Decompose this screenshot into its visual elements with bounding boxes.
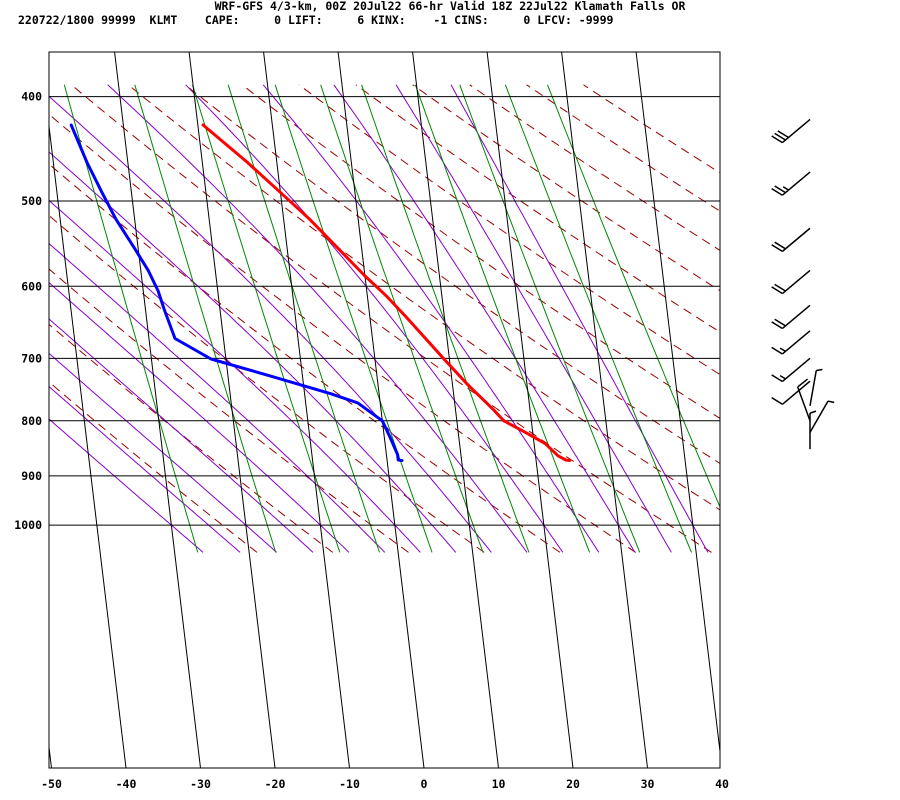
- y-tick-label: 800: [21, 414, 42, 428]
- chart-title: WRF-GFS 4/3-km, 00Z 20Jul22 66-hr Valid …: [214, 0, 686, 13]
- moist-adiabat-line: [395, 84, 672, 553]
- mixing-ratio-line: [192, 84, 341, 553]
- moist-adiabat-line: [49, 151, 457, 553]
- x-tick-label: 10: [492, 777, 506, 791]
- moist-adiabat-line: [49, 318, 314, 553]
- moist-adiabat-line: [185, 84, 564, 553]
- moist-adiabat-line: [49, 242, 386, 553]
- wind-barb: [771, 118, 811, 144]
- dry-adiabat-line: [241, 84, 720, 419]
- mixing-ratio-line: [459, 84, 641, 553]
- isotherm-line: [188, 52, 276, 768]
- y-tick-label: 400: [21, 90, 42, 104]
- dry-adiabat-line: [49, 214, 485, 553]
- wind-barb: [809, 410, 817, 450]
- mixing-ratio-line: [227, 84, 380, 553]
- y-tick-label: 600: [21, 279, 42, 293]
- x-tick-label: -10: [339, 777, 360, 791]
- mixing-ratio-line: [320, 84, 484, 553]
- dry-adiabat-line: [469, 84, 720, 251]
- dry-adiabat-line: [526, 84, 720, 212]
- dry-adiabat-line: [298, 84, 720, 376]
- wind-barbs: [771, 118, 835, 450]
- mixing-ratio-line: [361, 84, 530, 553]
- sounding-lines: [69, 123, 572, 462]
- moist-adiabat-line: [49, 418, 204, 553]
- dry-adiabat-line: [184, 84, 720, 464]
- x-tick-label: 40: [715, 777, 729, 791]
- wind-barb: [771, 380, 811, 405]
- isotherm-line: [635, 52, 720, 756]
- background-lines: [49, 84, 720, 553]
- y-tick-label: 1000: [14, 518, 42, 532]
- dry-adiabat-line: [49, 381, 258, 553]
- dry-adiabat-line: [70, 84, 712, 553]
- x-tick-label: 30: [641, 777, 655, 791]
- plot-frame: [48, 51, 721, 769]
- isotherm-line: [561, 52, 648, 768]
- mixing-ratio-line: [504, 84, 692, 553]
- moist-adiabat-line: [107, 84, 528, 553]
- x-tick-label: 20: [566, 777, 580, 791]
- isotherm-line: [263, 52, 350, 768]
- moist-adiabat-line: [450, 84, 709, 553]
- wind-barb: [771, 304, 811, 330]
- moist-adiabat-line: [49, 352, 278, 553]
- isotherm-line: [49, 122, 127, 768]
- y-tick-label: 700: [21, 351, 42, 365]
- wind-barb: [771, 330, 811, 355]
- temperature-line: [201, 123, 572, 462]
- moist-adiabat-line: [49, 199, 421, 553]
- x-tick-label: -40: [116, 777, 137, 791]
- wind-barb: [771, 171, 811, 196]
- mixing-ratio-line: [547, 84, 720, 509]
- wind-barb: [771, 269, 811, 295]
- sounding-indices: 220722/1800 99999 KLMT CAPE: 0 LIFT: 6 K…: [18, 13, 614, 27]
- wind-barb: [809, 400, 835, 433]
- mixing-ratio-line: [414, 84, 591, 553]
- mixing-ratio-line: [63, 84, 199, 553]
- dry-adiabat-line: [355, 84, 720, 333]
- dry-adiabat-line: [49, 163, 561, 553]
- isotherm-line: [49, 742, 52, 768]
- isotherm-line: [486, 52, 574, 768]
- dry-adiabat-line: [412, 84, 720, 292]
- x-tick-label: -50: [41, 777, 62, 791]
- wind-barb: [771, 357, 811, 383]
- dewpoint-line: [69, 123, 404, 462]
- grid-lines: [49, 52, 720, 768]
- wind-barb: [771, 227, 811, 253]
- wind-barb: [809, 368, 823, 407]
- moist-adiabat-line: [262, 84, 600, 553]
- moist-adiabat-line: [49, 385, 241, 553]
- x-tick-label: -20: [265, 777, 286, 791]
- moist-adiabat-line: [333, 84, 636, 553]
- dry-adiabat-line: [49, 323, 334, 553]
- y-tick-label: 500: [21, 194, 42, 208]
- isotherm-line: [114, 52, 201, 768]
- dry-adiabat-line: [49, 113, 636, 553]
- isotherm-line: [337, 52, 425, 768]
- mixing-ratio-line: [134, 84, 277, 553]
- mixing-ratio-line: [274, 84, 433, 553]
- x-tick-label: 0: [421, 777, 428, 791]
- moist-adiabat-line: [49, 281, 350, 553]
- moist-adiabat-line: [49, 95, 492, 553]
- x-tick-label: -30: [190, 777, 211, 791]
- tick-labels: 400 500 600 700 800 900 1000 -50 -40 -30 -20 -10 0 10…: [14, 90, 729, 791]
- wind-barb: [796, 378, 811, 422]
- dry-adiabat-line: [49, 268, 409, 553]
- y-tick-label: 900: [21, 469, 42, 483]
- dry-adiabat-line: [127, 84, 720, 511]
- isotherm-line: [412, 52, 499, 768]
